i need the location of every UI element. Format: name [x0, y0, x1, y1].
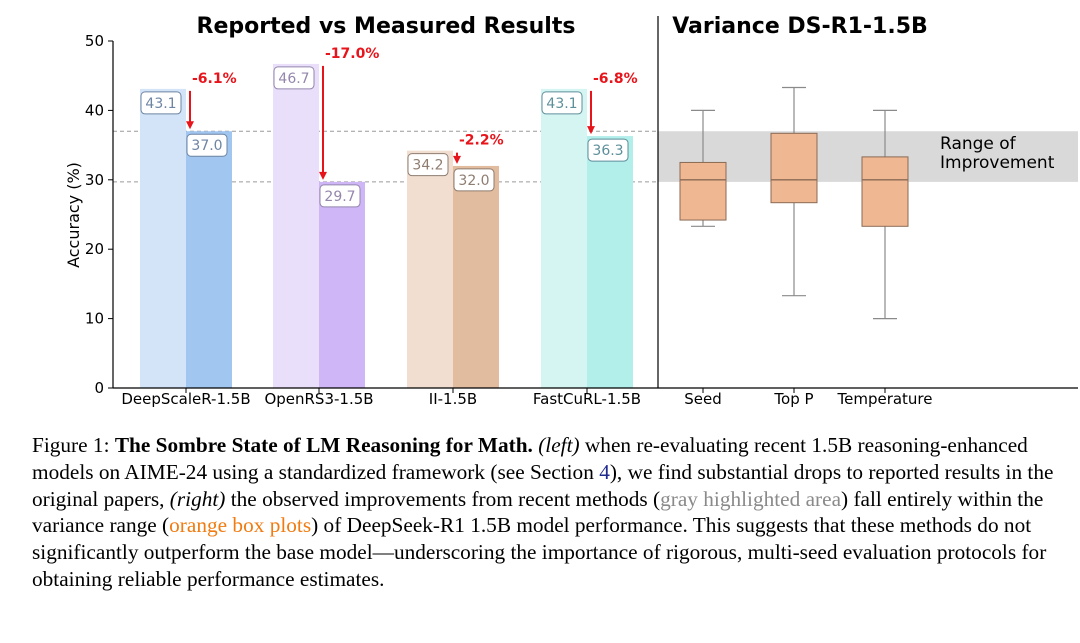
- label-reported-3-box: [407, 153, 449, 177]
- box-tick-label-3: Temperature: [836, 390, 932, 408]
- box-tick-label-1: Seed: [684, 390, 722, 408]
- label-measured-3: 32.0: [458, 173, 489, 189]
- figure-caption: Figure 1: The Sombre State of LM Reasoni…: [32, 432, 1062, 593]
- range-label-line-1: Range of: [940, 134, 1017, 154]
- drop-label-3: -2.2%: [459, 133, 504, 149]
- y-tick-label-2: 10: [85, 310, 104, 328]
- box-1: [679, 161, 727, 221]
- label-reported-4: 43.1: [546, 96, 577, 112]
- y-tick-label-6: 50: [85, 32, 104, 50]
- drop-arrowhead-2: [319, 171, 327, 180]
- caption-gray-highlight-text: gray highlighted area: [660, 486, 842, 511]
- x-tick-label-2: OpenRS3-1.5B: [264, 390, 373, 408]
- caption-left-tag: (left): [538, 433, 580, 457]
- x-tick-label-1: DeepScaleR-1.5B: [121, 390, 250, 408]
- drop-arrowhead-4: [587, 126, 595, 135]
- box-tick-label-2: Top P: [773, 390, 813, 408]
- caption-orange-box-text: orange box plots: [169, 513, 312, 538]
- bar-reported-1: [140, 88, 186, 389]
- bar-measured-4: [587, 136, 633, 388]
- y-tick-label-3: 20: [85, 240, 104, 258]
- left-chart-title: Reported vs Measured Results: [197, 14, 576, 39]
- label-measured-1-box: [186, 133, 228, 157]
- label-measured-4-box: [587, 138, 629, 162]
- plot-area: 43.1 37.0 -6.1% DeepScaleR-1.5B 46.7 29.7 -17.…: [85, 16, 1078, 408]
- label-reported-2: 46.7: [278, 71, 309, 87]
- figure-chart: Reported vs Measured Results Variance DS…: [64, 14, 1078, 408]
- label-measured-1: 37.0: [191, 138, 222, 154]
- caption-text-3: the observed improvements from recent me…: [225, 486, 661, 511]
- right-chart-title: Variance DS-R1-1.5B: [672, 14, 928, 39]
- y-tick-label-5: 40: [85, 101, 104, 119]
- label-measured-4: 36.3: [592, 143, 623, 159]
- x-tick-label-3: II-1.5B: [429, 390, 477, 408]
- drop-label-4: -6.8%: [593, 71, 638, 87]
- label-reported-1: 43.1: [145, 96, 176, 112]
- y-tick-label-1: 0: [94, 379, 104, 397]
- caption-right-tag: (right): [169, 486, 226, 511]
- range-label-line-2: Improvement: [940, 153, 1055, 173]
- label-measured-2: 29.7: [324, 189, 355, 205]
- label-reported-3: 34.2: [412, 158, 443, 174]
- box-2: [770, 132, 818, 204]
- box-3: [861, 156, 909, 227]
- label-measured-2-box: [319, 184, 361, 208]
- label-reported-4-box: [541, 91, 583, 115]
- drop-arrowhead-1: [186, 121, 194, 130]
- caption-text-2: ), we find substantial drops to reported…: [32, 459, 1054, 511]
- bar-measured-3: [453, 165, 499, 388]
- bar-reported-4: [541, 88, 587, 389]
- x-tick-label-4: FastCuRL-1.5B: [533, 390, 641, 408]
- bar-reported-3: [407, 150, 453, 388]
- label-measured-3-box: [453, 168, 495, 192]
- caption-text-4: ) fall entirely within the variance rang…: [32, 486, 1044, 538]
- y-axis-label: Accuracy (%): [64, 162, 83, 268]
- caption-figure-label: Figure 1:: [32, 433, 115, 457]
- bar-measured-2: [319, 181, 365, 388]
- caption-bold-title: The Sombre State of LM Reasoning for Mat…: [114, 433, 533, 457]
- drop-arrowhead-3: [453, 155, 461, 164]
- drop-label-2: -17.0%: [325, 46, 379, 62]
- bar-reported-2: [273, 63, 319, 388]
- label-reported-2-box: [273, 66, 315, 90]
- caption-text-5: ) of DeepSeek-R1 1.5B model performance.…: [32, 513, 1047, 591]
- bar-measured-1: [186, 131, 232, 388]
- caption-section-link[interactable]: 4: [599, 459, 610, 484]
- drop-label-1: -6.1%: [192, 71, 237, 87]
- y-tick-label-4: 30: [85, 171, 104, 189]
- label-reported-1-box: [140, 91, 182, 115]
- caption-text-1: when re-evaluating recent 1.5B reasoning…: [32, 433, 1028, 484]
